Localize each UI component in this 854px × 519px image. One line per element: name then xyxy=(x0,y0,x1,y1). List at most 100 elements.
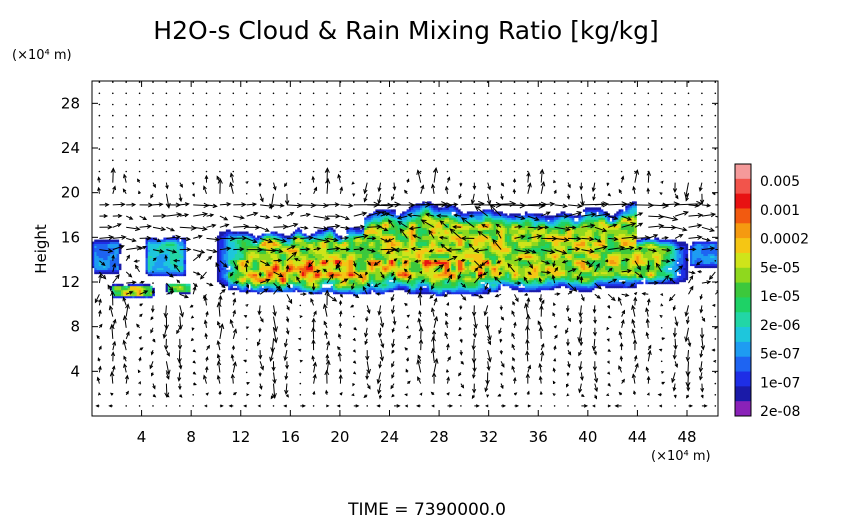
cloud-cell xyxy=(279,257,283,261)
cloud-cell xyxy=(330,275,334,279)
cloud-cell xyxy=(232,243,236,246)
cloud-cell xyxy=(290,265,294,269)
cloud-cell xyxy=(482,253,486,257)
cloud-cell xyxy=(350,269,354,273)
cloud-cell xyxy=(339,265,343,269)
cloud-cell xyxy=(254,273,258,277)
cloud-cell xyxy=(399,267,403,271)
cloud-cell xyxy=(444,251,448,255)
cloud-cell xyxy=(290,269,294,273)
cloud-cell xyxy=(312,259,316,263)
cloud-cell xyxy=(150,291,153,295)
cloud-cell xyxy=(346,241,349,244)
cloud-cell xyxy=(292,263,296,267)
cloud-cell xyxy=(98,253,102,257)
cloud-cell xyxy=(393,231,396,234)
cloud-cell xyxy=(424,261,428,265)
cloud-cell xyxy=(348,283,352,287)
cloud-cell xyxy=(324,287,327,291)
cloud-cell xyxy=(420,205,423,208)
cloud-cell xyxy=(426,235,430,238)
cloud-cell xyxy=(303,255,307,259)
cloud-cell xyxy=(411,291,414,295)
cloud-cell xyxy=(399,243,403,246)
cloud-cell xyxy=(147,255,151,259)
cloud-cell xyxy=(426,209,430,212)
cloud-cell xyxy=(172,287,175,291)
cloud-cell xyxy=(94,271,97,275)
cloud-cell xyxy=(453,285,457,289)
cloud-cell xyxy=(424,275,428,279)
cloud-cell xyxy=(426,243,430,246)
cloud-cell xyxy=(437,235,441,238)
cloud-cell xyxy=(221,279,225,283)
cloud-cell xyxy=(332,281,336,285)
cloud-cell xyxy=(420,263,423,267)
cloud-cell xyxy=(145,285,149,289)
cloud-cell xyxy=(390,241,394,244)
cloud-cell xyxy=(413,259,416,263)
cloud-cell xyxy=(114,269,117,273)
cloud-cell xyxy=(453,271,457,275)
cloud-cell xyxy=(223,249,227,253)
cloud-cell xyxy=(279,243,283,246)
cloud-cell xyxy=(98,257,102,261)
cloud-cell xyxy=(437,263,441,267)
cloud-cell xyxy=(377,275,381,279)
cloud-cell xyxy=(435,289,439,293)
cloud-cell xyxy=(167,247,171,251)
cloud-cell xyxy=(250,287,254,291)
cloud-cell xyxy=(299,255,303,259)
cloud-cell xyxy=(219,231,222,234)
cloud-cell xyxy=(274,251,278,255)
cloud-cell xyxy=(165,283,169,287)
cloud-cell xyxy=(270,283,274,287)
cloud-cell xyxy=(451,285,454,289)
cloud-cell xyxy=(399,251,403,255)
cloud-cell xyxy=(444,273,448,277)
cloud-cell xyxy=(442,277,445,281)
cloud-cell xyxy=(339,283,343,287)
cloud-cell xyxy=(413,285,416,289)
cloud-cell xyxy=(460,227,463,230)
cloud-cell xyxy=(484,279,488,283)
cloud-cell xyxy=(455,235,459,238)
cloud-cell xyxy=(230,257,233,261)
cloud-cell xyxy=(390,231,394,234)
cloud-cell xyxy=(375,253,378,257)
cloud-cell xyxy=(266,257,269,261)
cloud-cell xyxy=(337,237,341,240)
cloud-cell xyxy=(332,255,336,259)
cloud-cell xyxy=(161,269,164,273)
cloud-cell xyxy=(324,229,327,232)
cloud-cell xyxy=(112,251,115,255)
cloud-cell xyxy=(348,239,352,242)
cloud-cell xyxy=(388,217,392,220)
cloud-cell xyxy=(433,283,437,287)
cloud-cell xyxy=(350,273,354,277)
cloud-cell xyxy=(312,269,316,273)
cloud-cell xyxy=(163,259,167,263)
cloud-cell xyxy=(341,249,345,253)
cloud-cell xyxy=(428,281,432,285)
cloud-cell xyxy=(337,259,341,263)
cloud-cell xyxy=(163,269,167,273)
cloud-cell xyxy=(413,267,416,271)
cloud-cell xyxy=(480,239,483,242)
cloud-cell xyxy=(406,253,410,257)
cloud-cell xyxy=(399,225,403,228)
cloud-cell xyxy=(274,255,278,259)
cloud-cell xyxy=(123,293,126,297)
cloud-cell xyxy=(469,213,472,216)
cloud-cell xyxy=(471,263,474,267)
cloud-cell xyxy=(272,263,276,267)
cloud-cell xyxy=(373,265,376,269)
cloud-cell xyxy=(243,285,247,289)
cloud-cell xyxy=(274,267,278,271)
cloud-cell xyxy=(406,263,410,267)
cloud-cell xyxy=(420,291,423,295)
cloud-cell xyxy=(259,265,262,269)
cloud-cell xyxy=(390,235,394,238)
cloud-cell xyxy=(230,235,233,238)
cloud-cell xyxy=(355,237,358,240)
